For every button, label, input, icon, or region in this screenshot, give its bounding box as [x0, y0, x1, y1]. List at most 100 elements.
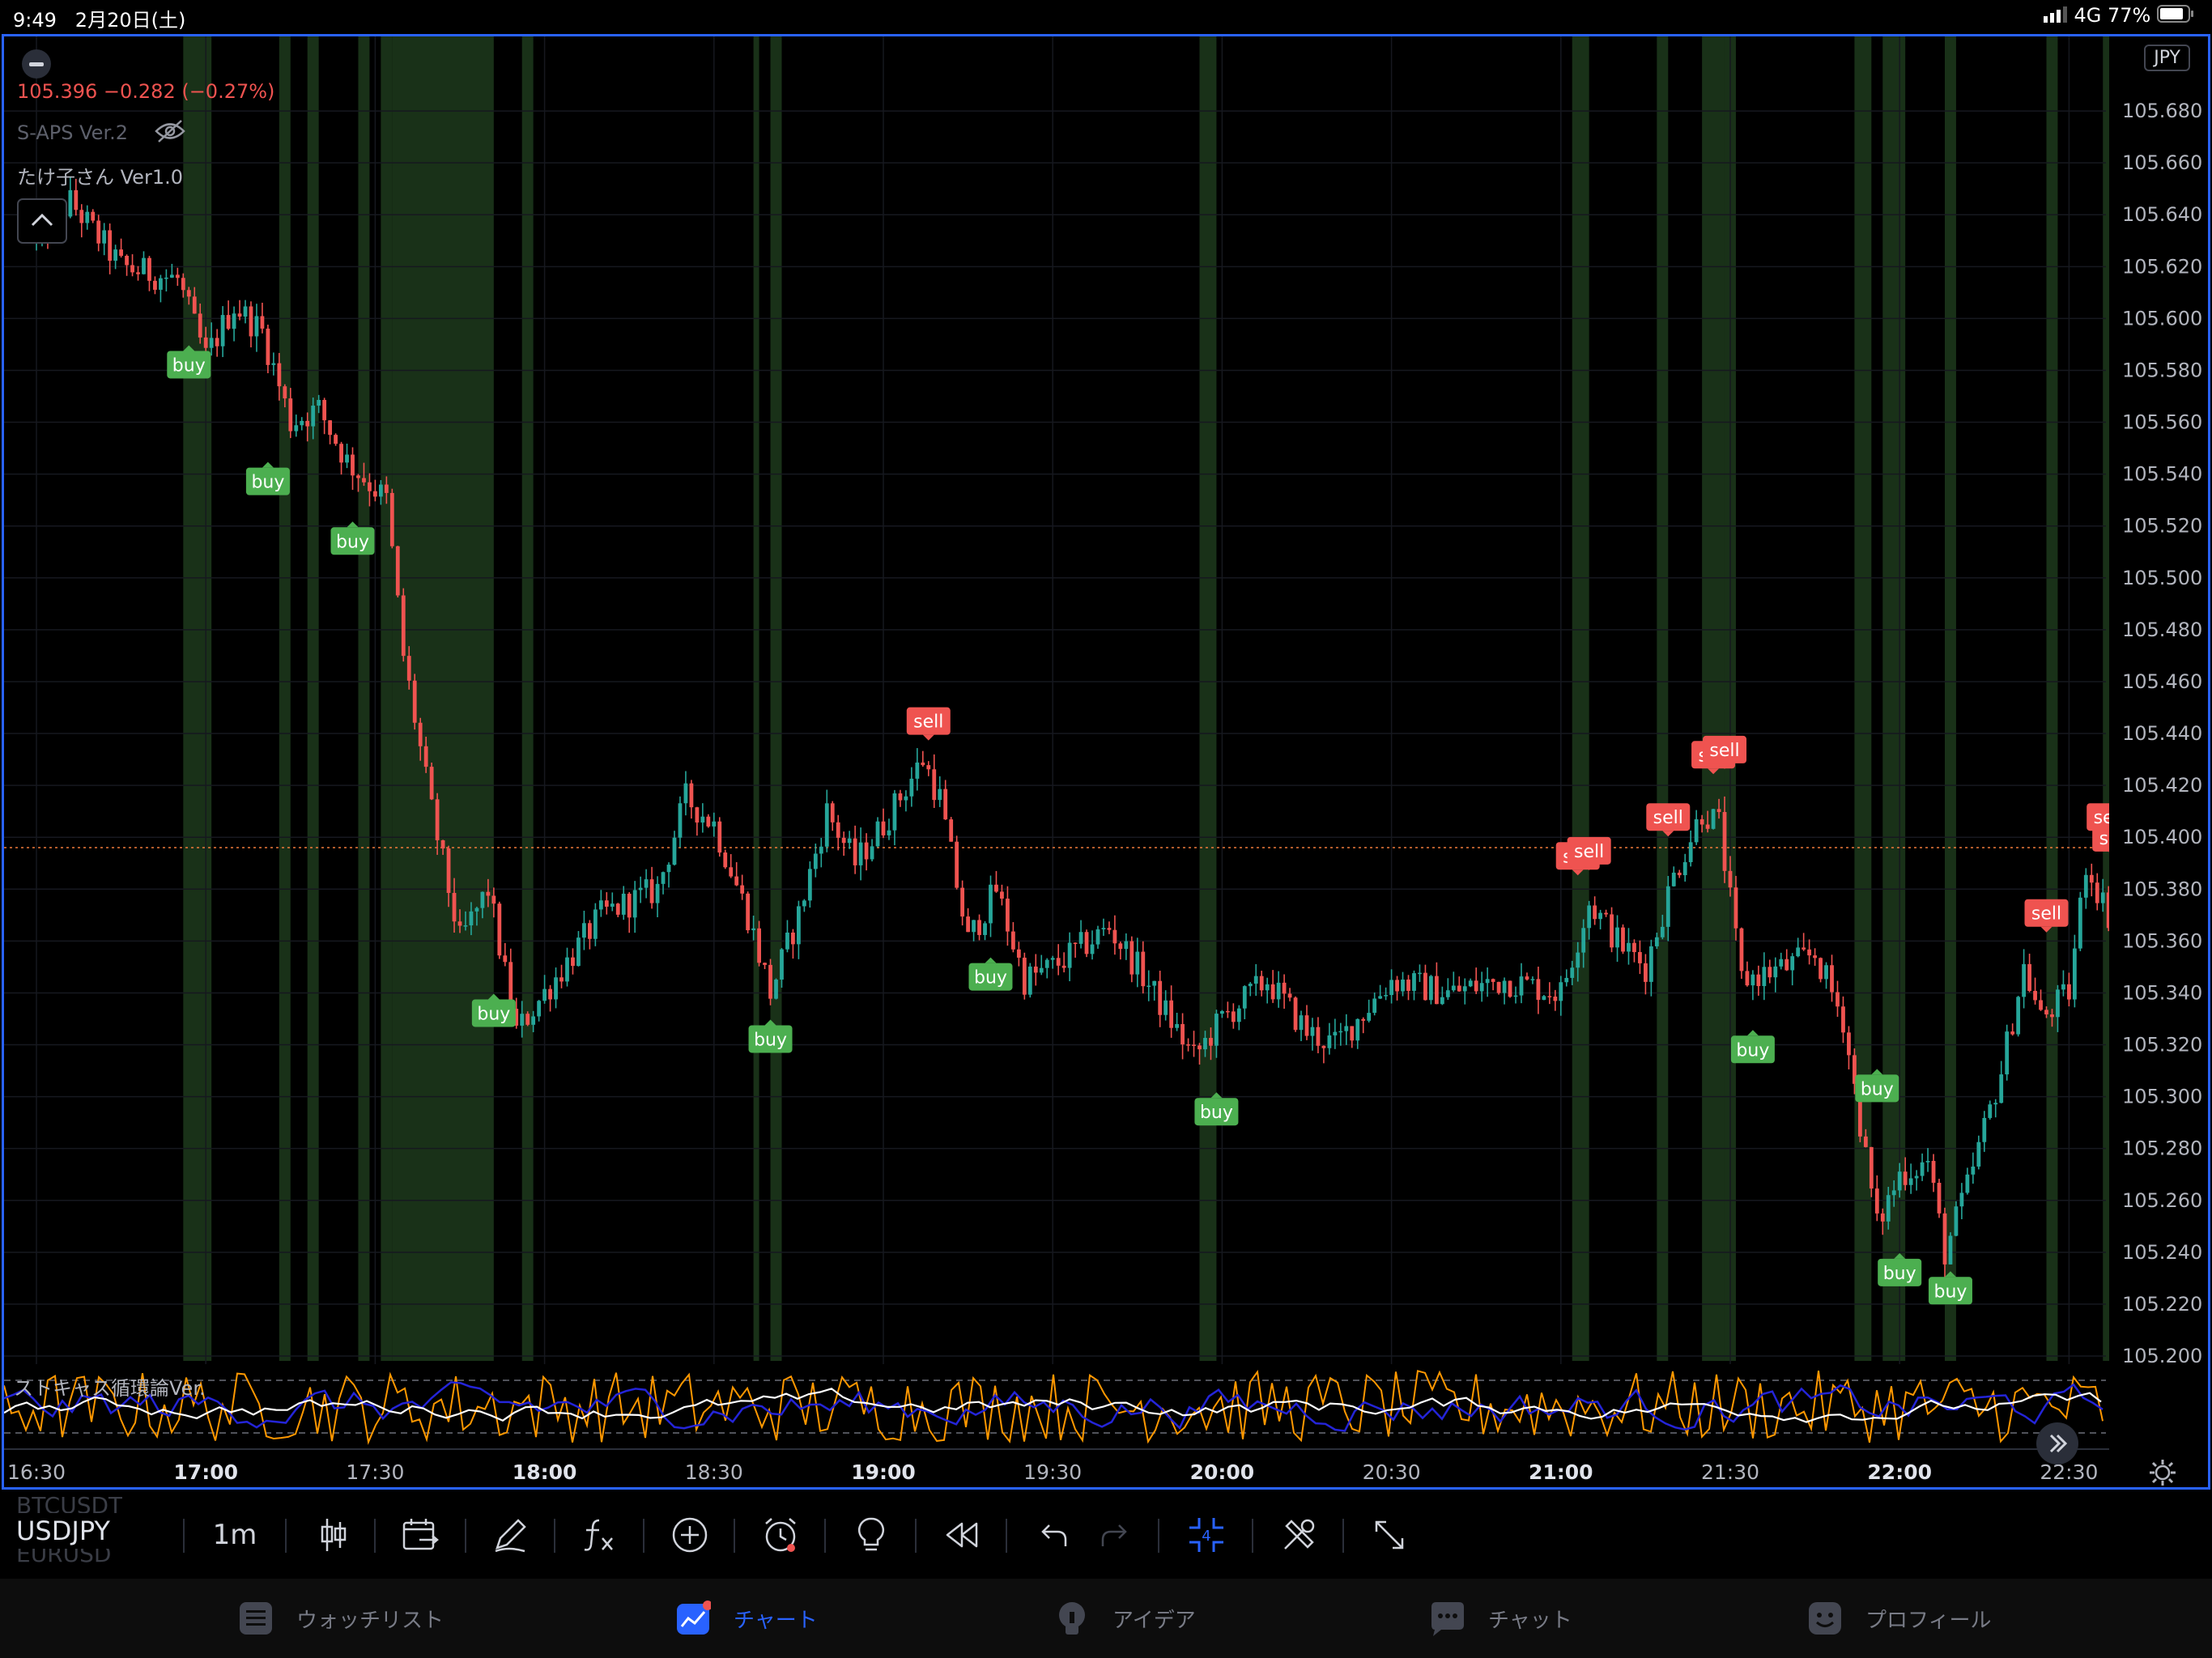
price-axis-bg — [2109, 36, 2208, 1487]
candle-body — [1677, 872, 1682, 876]
symbol-picker[interactable]: BTCUSDT USDJPY EURUSD — [16, 1491, 178, 1579]
candle-body — [672, 837, 677, 865]
currency-badge[interactable]: JPY — [2144, 45, 2190, 71]
candle-body — [198, 313, 202, 338]
indicator-legend-2[interactable]: たけ子さん Ver1.0 — [17, 161, 183, 189]
sell-label: sell — [913, 712, 943, 733]
price-axis[interactable]: 105.680 105.660 105.640 105.620 105.600 105.5… — [2109, 36, 2208, 1487]
candle-body — [1000, 891, 1004, 899]
candle-body — [1027, 966, 1032, 995]
time-axis[interactable]: 16:30 17:00 17:30 18:00 18:30 19:00 19:30 20:00… — [7, 1460, 2098, 1484]
tab-profile[interactable]: プロフィール — [1807, 1579, 1991, 1658]
chart-area[interactable]: 105.422105.396 buybuybuybuybuysellbuybuy… — [2, 34, 2210, 1490]
highlight-zone — [307, 36, 319, 1361]
candle-body — [351, 454, 355, 476]
tab-chart[interactable]: チャート — [675, 1579, 818, 1658]
candle-body — [683, 783, 688, 804]
legend-toggle-button[interactable] — [17, 198, 67, 249]
price-tick-label: 105.340 — [2122, 981, 2202, 1004]
candle-body — [615, 903, 620, 915]
candle-body — [1440, 997, 1444, 1005]
add-plus-icon[interactable] — [657, 1491, 722, 1579]
candle-body — [582, 923, 586, 938]
replay-rewind-icon[interactable] — [929, 1491, 994, 1579]
candle-body — [159, 278, 163, 290]
candle-body — [932, 769, 937, 801]
status-indicators: 4G 77% — [2043, 4, 2194, 28]
indicators-fx-icon[interactable] — [567, 1491, 632, 1579]
candle-body — [249, 306, 253, 337]
price-tick-label: 105.400 — [2122, 826, 2202, 848]
candle-body — [740, 885, 745, 894]
candle-body — [768, 964, 772, 999]
candle-body — [1129, 941, 1134, 975]
legend-price: 105.396 — [17, 80, 98, 103]
ideas-bulb-icon[interactable] — [839, 1491, 904, 1579]
candle-body — [254, 316, 259, 337]
candle-body — [525, 1014, 530, 1025]
candle-body — [406, 656, 411, 681]
scroll-to-realtime-button[interactable] — [2035, 1421, 2080, 1471]
candle-body — [491, 895, 496, 904]
buy-marker-arrow — [347, 521, 359, 528]
candle-body — [813, 853, 818, 869]
hidden-eye-icon[interactable] — [154, 119, 186, 148]
candle-body — [480, 891, 485, 908]
candle-body — [689, 783, 694, 808]
undo-icon[interactable] — [1022, 1491, 1087, 1579]
candle-body — [1310, 1027, 1315, 1036]
candle-body — [1880, 1213, 1885, 1222]
candle-body — [1559, 982, 1563, 1001]
symbol-next: EURUSD — [16, 1549, 112, 1567]
candle-body — [1293, 997, 1298, 1031]
redo-icon[interactable] — [1082, 1491, 1146, 1579]
fullscreen-expand-icon[interactable] — [1357, 1491, 1422, 1579]
signal-icon — [2043, 5, 2068, 28]
collapse-legend-button[interactable] — [20, 48, 53, 85]
candle-body — [655, 883, 660, 903]
candle-body — [853, 838, 857, 865]
price-tick-label: 105.580 — [2122, 359, 2202, 381]
time-tick-label: 22:30 — [2040, 1460, 2098, 1484]
candle-body — [237, 313, 242, 317]
multi-layout-button[interactable]: 4 — [1172, 1491, 1240, 1579]
candle-body — [1163, 1000, 1168, 1015]
buy-marker — [748, 1025, 793, 1053]
tab-watchlist[interactable]: ウォッチリスト — [238, 1579, 444, 1658]
candle-body — [824, 803, 829, 847]
candle-body — [938, 789, 942, 801]
interval-label: 1m — [212, 1519, 257, 1551]
highlight-zone — [1944, 36, 1956, 1361]
sell-marker-arrow — [1662, 831, 1674, 837]
candle-body — [1948, 1235, 1953, 1265]
candle-body — [1496, 981, 1501, 993]
candle-body — [1587, 905, 1592, 929]
date-range-icon[interactable] — [389, 1491, 453, 1579]
candle-body — [1699, 818, 1704, 825]
tools-wrench-icon[interactable] — [1266, 1491, 1331, 1579]
candle-body — [1711, 809, 1716, 829]
candle-body — [1847, 1032, 1851, 1056]
candle-style-icon[interactable] — [301, 1491, 366, 1579]
oscillator-legend[interactable]: ストキャス循環論Ver. — [14, 1372, 206, 1401]
candle-body — [1536, 979, 1541, 1000]
alert-clock-icon[interactable] — [748, 1491, 813, 1579]
candle-body — [1006, 898, 1010, 932]
chart-canvas[interactable]: 105.422105.396 buybuybuybuybuysellbuybuy… — [4, 36, 2208, 1487]
drawing-pen-icon[interactable] — [478, 1491, 542, 1579]
candle-body — [537, 1001, 542, 1017]
candle-body — [542, 988, 547, 1001]
candle-body — [1236, 1008, 1241, 1022]
sell-marker-arrow — [1583, 864, 1595, 870]
interval-button[interactable]: 1m — [194, 1491, 275, 1579]
candle-body — [1044, 959, 1049, 968]
indicator-legend-1[interactable]: S-APS Ver.2 — [17, 119, 186, 148]
tab-chat[interactable]: チャット — [1430, 1579, 1572, 1658]
candle-body — [1180, 1023, 1185, 1045]
tab-ideas[interactable]: アイデア — [1054, 1579, 1196, 1658]
settings-gear-icon[interactable] — [2148, 1458, 2177, 1487]
price-tick-label: 105.420 — [2122, 774, 2202, 797]
chart-icon — [675, 1601, 713, 1636]
candle-body — [1445, 990, 1450, 997]
candle-body — [841, 837, 846, 844]
